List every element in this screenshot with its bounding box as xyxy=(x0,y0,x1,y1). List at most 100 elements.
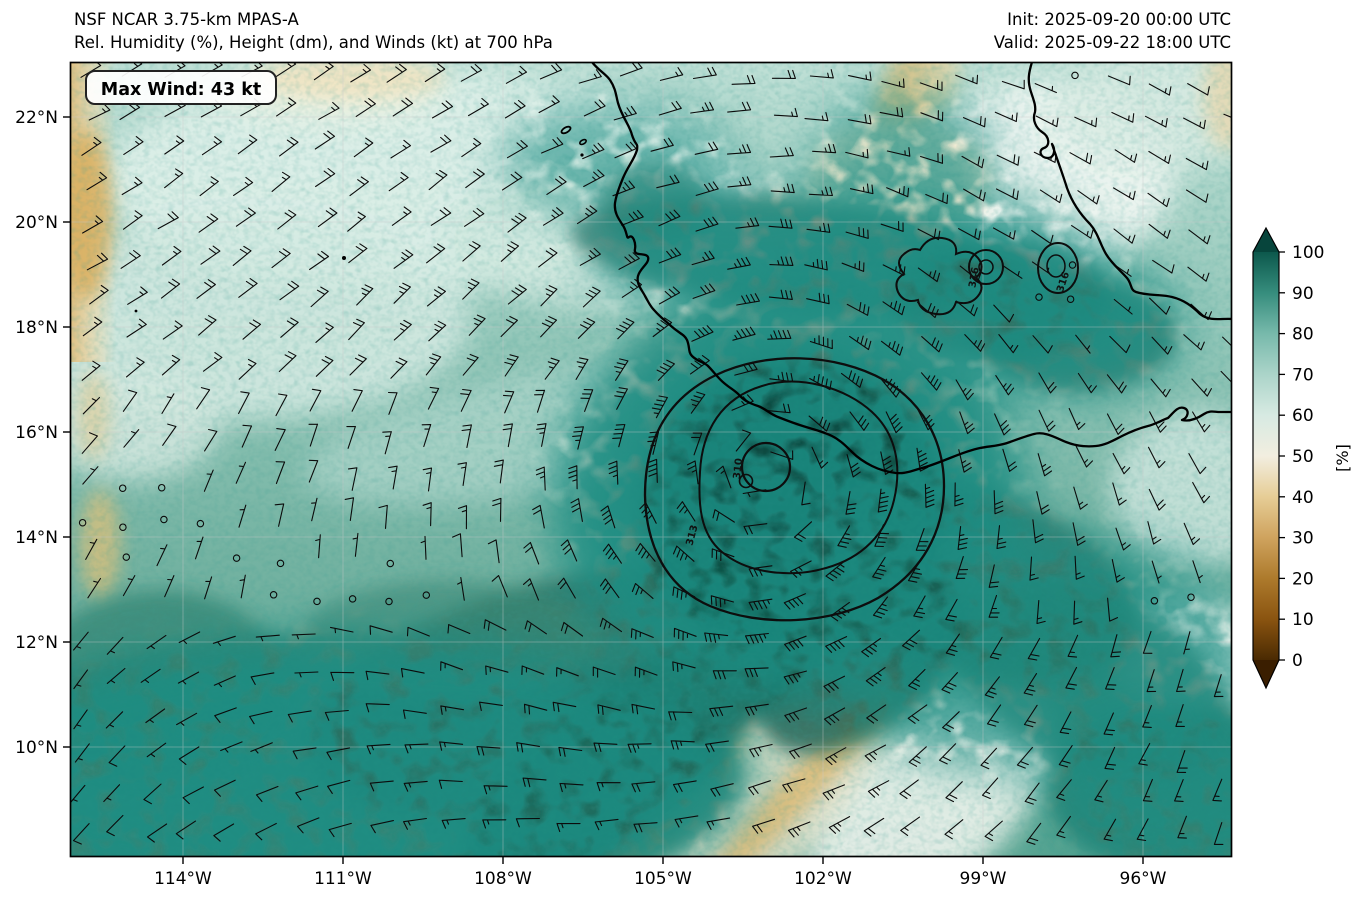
contour-label: 310 xyxy=(732,458,745,480)
wind-barb xyxy=(1192,411,1211,433)
wind-barb xyxy=(87,577,102,599)
wind-barb xyxy=(238,504,247,528)
wind-barb xyxy=(177,671,200,685)
wind-barb xyxy=(329,626,354,634)
wind-barb xyxy=(534,389,546,413)
wind-barb xyxy=(1183,117,1206,130)
wind-barb xyxy=(789,743,812,759)
wind-barb xyxy=(916,447,929,472)
wind-barb xyxy=(963,188,986,202)
wind-barb xyxy=(995,188,1019,201)
wind-barb xyxy=(292,747,317,760)
height-contour-316-mexico-mid xyxy=(968,249,1004,285)
wind-barb xyxy=(787,821,811,838)
wind-barb xyxy=(886,185,910,198)
wind-barb xyxy=(658,247,682,264)
wind-barb xyxy=(847,114,872,125)
wind-barb xyxy=(695,181,719,196)
wind-barb xyxy=(1220,370,1232,383)
calm-wind-circle xyxy=(385,597,393,606)
wind-barb xyxy=(461,137,482,158)
wind-barb xyxy=(392,97,414,117)
wind-barb xyxy=(255,634,280,642)
wind-barb xyxy=(1069,152,1093,165)
wind-barb xyxy=(749,743,773,758)
wind-barb xyxy=(462,353,479,376)
valid-time: Valid: 2025-09-22 18:00 UTC xyxy=(994,33,1231,52)
wind-barb xyxy=(328,822,352,838)
wind-barb xyxy=(692,66,717,80)
wind-barb xyxy=(1148,488,1166,511)
wind-barb xyxy=(706,817,731,830)
coastline-mexico-pacific xyxy=(591,62,1232,475)
wind-barb xyxy=(1029,556,1039,581)
wind-barb xyxy=(848,71,872,81)
wind-barb xyxy=(204,428,218,452)
wind-barb xyxy=(199,176,219,197)
colorbar-tick-label: 20 xyxy=(1292,569,1314,589)
wind-barb xyxy=(1077,190,1100,205)
wind-barb xyxy=(203,469,214,492)
wind-barb xyxy=(886,147,911,157)
wind-barb xyxy=(352,532,359,557)
colorbar-tick-label: 60 xyxy=(1292,406,1314,426)
wind-barb xyxy=(431,100,454,119)
wind-barb xyxy=(1065,666,1078,690)
wind-barb xyxy=(695,216,719,232)
wind-barb xyxy=(1073,486,1088,510)
wind-barb xyxy=(690,391,706,414)
wind-barb xyxy=(241,424,253,448)
wind-barb xyxy=(744,703,769,716)
wind-barb xyxy=(198,315,217,336)
wind-barb xyxy=(81,360,101,381)
wind-barb xyxy=(877,488,889,513)
colorbar-tick-label: 50 xyxy=(1292,447,1314,467)
wind-barb xyxy=(768,289,793,300)
wind-barb xyxy=(196,387,211,410)
wind-barb xyxy=(830,601,850,622)
wind-barb xyxy=(349,176,369,197)
wind-barb xyxy=(426,286,446,307)
colorbar-tick-label: 100 xyxy=(1292,243,1324,263)
wind-barb xyxy=(315,355,334,377)
wind-barb xyxy=(825,747,847,766)
wind-barb xyxy=(732,326,756,341)
wind-barb xyxy=(806,292,830,305)
wind-barb xyxy=(1191,378,1212,397)
wind-barb xyxy=(1113,228,1136,244)
wind-barb xyxy=(274,428,286,451)
wind-barb xyxy=(673,627,697,641)
wind-barb xyxy=(986,704,1002,727)
wind-barb xyxy=(175,820,197,840)
wind-barb xyxy=(430,134,452,153)
wind-barb xyxy=(955,74,979,85)
wind-barb xyxy=(483,619,507,631)
wind-barb xyxy=(652,317,673,338)
wind-barb xyxy=(279,136,299,157)
longitude-axis: 114°W 111°W 108°W 105°W 102°W 99°W 96°W xyxy=(154,857,1167,889)
wind-barb xyxy=(70,784,86,804)
wind-barb xyxy=(825,561,845,582)
wind-barb xyxy=(614,387,628,410)
wind-barb xyxy=(482,819,507,829)
wind-barb xyxy=(1039,189,1063,204)
wind-barb xyxy=(618,252,640,270)
wind-barb xyxy=(917,408,935,431)
wind-barb xyxy=(1027,637,1041,661)
wind-barb xyxy=(691,432,703,456)
wind-barb xyxy=(1073,600,1083,625)
wind-barb xyxy=(238,358,257,380)
wind-barb xyxy=(659,67,684,81)
wind-barb xyxy=(570,498,583,522)
wind-barb xyxy=(1213,822,1224,845)
lon-tick-label: 105°W xyxy=(634,869,692,889)
map-frame xyxy=(69,61,1233,858)
wind-barb xyxy=(784,707,808,723)
wind-barb xyxy=(597,704,621,715)
wind-barb xyxy=(538,247,558,268)
wind-barb xyxy=(295,785,319,801)
wind-barb xyxy=(440,661,464,671)
wind-barb xyxy=(727,176,752,188)
height-contour-316-mexico-east xyxy=(1037,242,1079,294)
wind-barb xyxy=(327,779,351,794)
